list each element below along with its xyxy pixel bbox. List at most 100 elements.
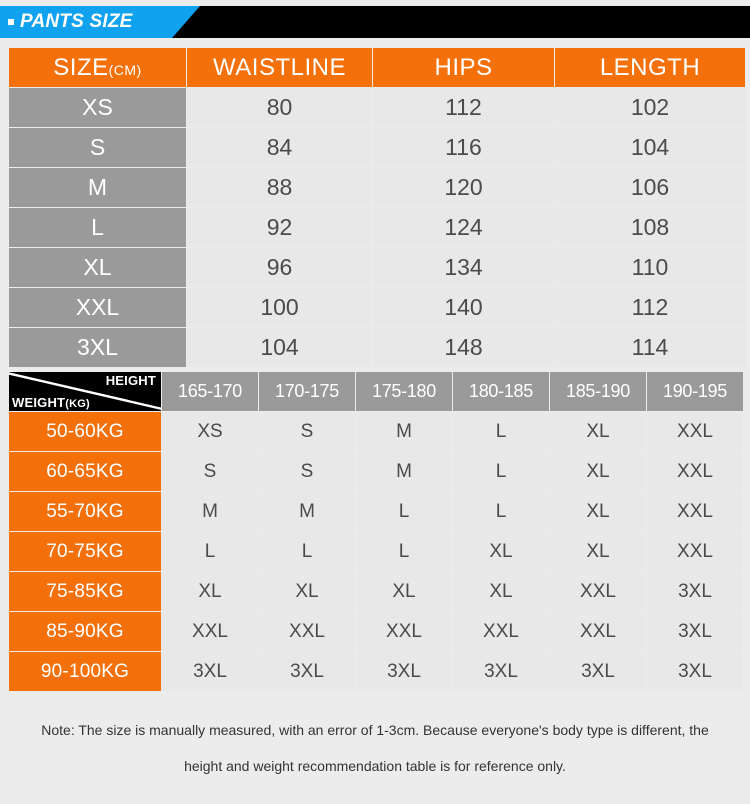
recommendation-header-row: HEIGHT WEIGHT(KG) 165-170 170-175 175-18… xyxy=(9,372,743,411)
header-hips: HIPS xyxy=(373,48,554,87)
recommended-size: S xyxy=(162,452,258,491)
recommended-size: S xyxy=(259,452,355,491)
recommended-size: XXL xyxy=(356,612,452,651)
pants-size-banner: PANTS SIZE xyxy=(0,6,750,38)
weight-range-label: 90-100KG xyxy=(9,652,161,691)
recommended-size: L xyxy=(162,532,258,571)
recommended-size: L xyxy=(259,532,355,571)
diagonal-divider-icon xyxy=(9,372,161,410)
recommended-size: XXL xyxy=(647,452,743,491)
height-range-header: 185-190 xyxy=(550,372,646,411)
corner-weight-label: WEIGHT(KG) xyxy=(12,395,90,410)
waistline-value: 92 xyxy=(187,208,372,247)
height-range-header: 180-185 xyxy=(453,372,549,411)
table-row: 70-75KG L L L XL XL XXL xyxy=(9,532,743,571)
weight-range-label: 60-65KG xyxy=(9,452,161,491)
banner-blue-shape xyxy=(0,6,200,38)
header-waistline: WAISTLINE xyxy=(187,48,372,87)
recommended-size: XL xyxy=(550,452,646,491)
size-label: XS xyxy=(9,88,186,127)
size-label: XL xyxy=(9,248,186,287)
table-row: M 88 120 106 xyxy=(9,168,745,207)
hips-value: 148 xyxy=(373,328,554,367)
recommended-size: XL xyxy=(162,572,258,611)
weight-range-label: 85-90KG xyxy=(9,612,161,651)
recommended-size: XL xyxy=(453,532,549,571)
square-bullet-icon xyxy=(8,19,14,25)
hips-value: 120 xyxy=(373,168,554,207)
weight-range-label: 70-75KG xyxy=(9,532,161,571)
recommended-size: 3XL xyxy=(647,612,743,651)
table-row: 75-85KG XL XL XL XL XXL 3XL xyxy=(9,572,743,611)
recommended-size: L xyxy=(356,492,452,531)
length-value: 112 xyxy=(555,288,745,327)
table-row: 50-60KG XS S M L XL XXL xyxy=(9,412,743,451)
recommendation-table: HEIGHT WEIGHT(KG) 165-170 170-175 175-18… xyxy=(8,371,744,692)
recommended-size: XXL xyxy=(647,412,743,451)
recommended-size: 3XL xyxy=(356,652,452,691)
recommended-size: XXL xyxy=(162,612,258,651)
table-row: S 84 116 104 xyxy=(9,128,745,167)
height-range-header: 170-175 xyxy=(259,372,355,411)
corner-weight-text: WEIGHT xyxy=(12,395,66,410)
recommended-size: L xyxy=(453,452,549,491)
recommended-size: 3XL xyxy=(453,652,549,691)
recommended-size: XL xyxy=(550,492,646,531)
height-range-header: 175-180 xyxy=(356,372,452,411)
banner-label-group: PANTS SIZE xyxy=(8,6,133,38)
length-value: 114 xyxy=(555,328,745,367)
recommended-size: M xyxy=(162,492,258,531)
recommended-size: L xyxy=(453,412,549,451)
table-row: 85-90KG XXL XXL XXL XXL XXL 3XL xyxy=(9,612,743,651)
length-value: 104 xyxy=(555,128,745,167)
waistline-value: 80 xyxy=(187,88,372,127)
waistline-value: 96 xyxy=(187,248,372,287)
measurement-header-row: SIZE(CM) WAISTLINE HIPS LENGTH xyxy=(9,48,745,87)
weight-range-label: 55-70KG xyxy=(9,492,161,531)
table-row: XXL 100 140 112 xyxy=(9,288,745,327)
length-value: 102 xyxy=(555,88,745,127)
length-value: 110 xyxy=(555,248,745,287)
header-size-label: SIZE xyxy=(53,53,109,81)
table-row: XS 80 112 102 xyxy=(9,88,745,127)
recommended-size: XL xyxy=(259,572,355,611)
recommended-size: XXL xyxy=(647,532,743,571)
hips-value: 140 xyxy=(373,288,554,327)
recommended-size: XXL xyxy=(550,612,646,651)
table-row: L 92 124 108 xyxy=(9,208,745,247)
recommended-size: S xyxy=(259,412,355,451)
recommended-size: M xyxy=(259,492,355,531)
table-row: 55-70KG M M L L XL XXL xyxy=(9,492,743,531)
waistline-value: 100 xyxy=(187,288,372,327)
size-label: S xyxy=(9,128,186,167)
corner-weight-unit: (KG) xyxy=(65,398,90,410)
measurement-note: Note: The size is manually measured, wit… xyxy=(41,722,709,774)
weight-range-label: 50-60KG xyxy=(9,412,161,451)
recommended-size: 3XL xyxy=(259,652,355,691)
waistline-value: 104 xyxy=(187,328,372,367)
recommended-size: 3XL xyxy=(647,652,743,691)
measurement-table: SIZE(CM) WAISTLINE HIPS LENGTH XS 80 112… xyxy=(8,47,746,368)
recommended-size: XL xyxy=(550,532,646,571)
recommended-size: XL xyxy=(550,412,646,451)
recommended-size: M xyxy=(356,412,452,451)
table-row: 90-100KG 3XL 3XL 3XL 3XL 3XL 3XL xyxy=(9,652,743,691)
size-label: M xyxy=(9,168,186,207)
weight-range-label: 75-85KG xyxy=(9,572,161,611)
table-row: XL 96 134 110 xyxy=(9,248,745,287)
corner-height-label: HEIGHT xyxy=(105,373,156,388)
recommended-size: XL xyxy=(356,572,452,611)
recommended-size: XXL xyxy=(453,612,549,651)
size-label: L xyxy=(9,208,186,247)
table-row: 60-65KG S S M L XL XXL xyxy=(9,452,743,491)
height-range-header: 190-195 xyxy=(647,372,743,411)
recommended-size: 3XL xyxy=(162,652,258,691)
header-length: LENGTH xyxy=(555,48,745,87)
recommended-size: 3XL xyxy=(550,652,646,691)
height-range-header: 165-170 xyxy=(162,372,258,411)
header-size-unit: (CM) xyxy=(108,61,142,78)
waistline-value: 84 xyxy=(187,128,372,167)
height-weight-corner-cell: HEIGHT WEIGHT(KG) xyxy=(9,372,161,411)
length-value: 106 xyxy=(555,168,745,207)
